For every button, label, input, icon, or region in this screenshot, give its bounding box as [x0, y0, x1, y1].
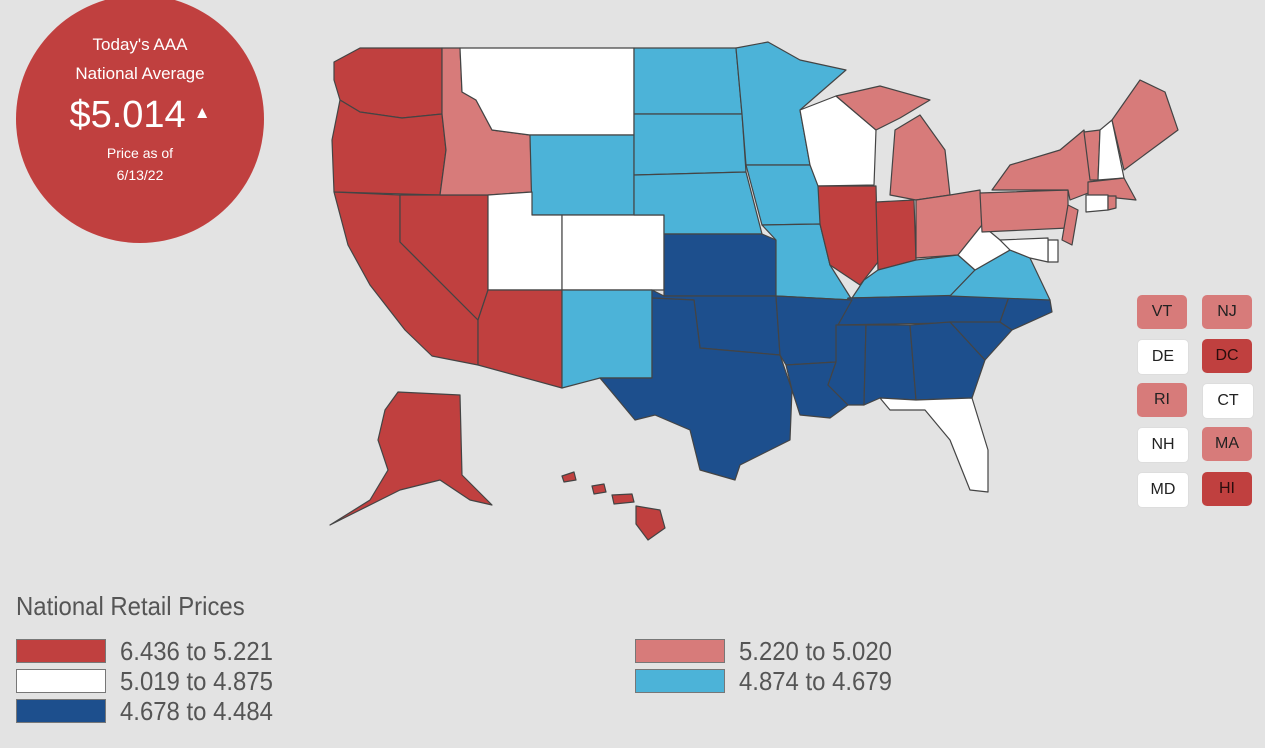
state-ga[interactable]: [909, 321, 986, 401]
legend-item: 5.220 to 5.020: [635, 635, 905, 666]
state-ks[interactable]: [663, 233, 777, 297]
state-pa[interactable]: [979, 189, 1069, 233]
small-state-dc[interactable]: DC: [1202, 339, 1252, 373]
state-al[interactable]: [863, 324, 917, 406]
state-az[interactable]: [477, 289, 563, 389]
state-in[interactable]: [875, 199, 917, 271]
state-hi[interactable]: [561, 471, 666, 541]
legend-label: 5.220 to 5.020: [739, 635, 892, 666]
state-ny[interactable]: [991, 129, 1097, 201]
state-wy[interactable]: [529, 134, 635, 216]
legend-swatch: [16, 699, 106, 723]
state-de[interactable]: [1047, 239, 1059, 263]
state-fl[interactable]: [879, 397, 989, 493]
state-ak[interactable]: [329, 391, 493, 526]
state-co[interactable]: [561, 214, 665, 291]
legend-item: 4.678 to 4.484: [16, 695, 286, 726]
legend-item: 6.436 to 5.221: [16, 635, 286, 666]
small-state-ri[interactable]: RI: [1137, 383, 1187, 417]
legend-swatch: [16, 639, 106, 663]
state-sd[interactable]: [633, 113, 747, 176]
legend-label: 4.678 to 4.484: [120, 695, 273, 726]
state-tx[interactable]: [599, 297, 793, 481]
badge-heading-line2: National Average: [75, 64, 205, 83]
state-md[interactable]: [999, 237, 1049, 263]
small-state-hi[interactable]: HI: [1202, 472, 1252, 506]
state-ri[interactable]: [1107, 195, 1117, 211]
legend-swatch: [635, 669, 725, 693]
legend-label: 5.019 to 4.875: [120, 665, 273, 696]
legend-item: 4.874 to 4.679: [635, 665, 905, 696]
price-date: 6/13/22: [116, 167, 164, 183]
state-tn[interactable]: [837, 293, 1011, 326]
state-nd[interactable]: [633, 47, 743, 115]
price-date-label: Price as of: [106, 145, 174, 161]
small-state-nj[interactable]: NJ: [1202, 295, 1252, 329]
small-state-nh[interactable]: NH: [1137, 427, 1189, 463]
small-state-de[interactable]: DE: [1137, 339, 1189, 375]
national-average-price: $5.014 ▲: [16, 94, 264, 137]
small-state-vt[interactable]: VT: [1137, 295, 1187, 329]
legend-label: 4.874 to 4.679: [739, 665, 892, 696]
price-value: $5.014: [69, 94, 186, 136]
small-state-md[interactable]: MD: [1137, 472, 1189, 508]
legend-swatch: [635, 639, 725, 663]
state-me[interactable]: [1111, 79, 1179, 171]
triangle-up-icon: ▲: [193, 102, 211, 122]
small-state-ma[interactable]: MA: [1202, 427, 1252, 461]
state-nm[interactable]: [561, 289, 653, 389]
national-average-badge: Today's AAA National Average $5.014 ▲ Pri…: [16, 0, 264, 243]
state-nj[interactable]: [1061, 204, 1079, 246]
legend-label: 6.436 to 5.221: [120, 635, 273, 666]
legend-item: 5.019 to 4.875: [16, 665, 286, 696]
legend-swatch: [16, 669, 106, 693]
legend-title: National Retail Prices: [16, 591, 245, 621]
state-ct[interactable]: [1085, 194, 1109, 213]
badge-heading-line1: Today's AAA: [92, 35, 188, 54]
small-state-ct[interactable]: CT: [1202, 383, 1254, 419]
